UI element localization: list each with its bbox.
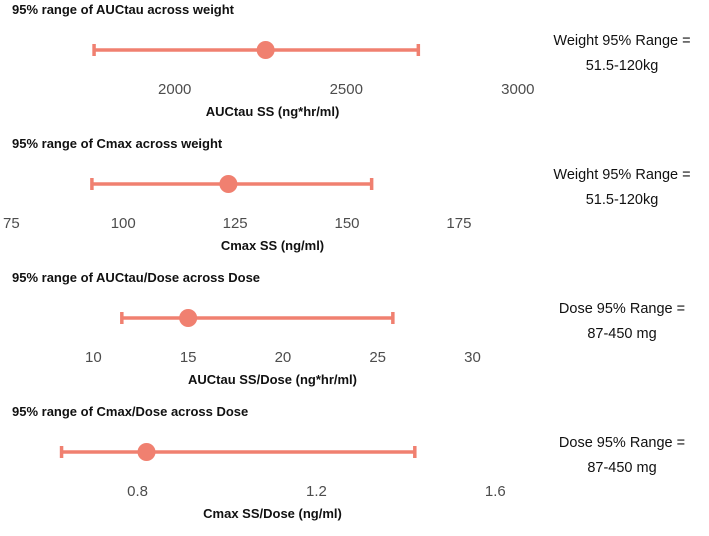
panel-1: 95% range of AUCtau across weight 2000 250… (12, 2, 691, 119)
panel-2: 95% range of Cmax across weight 75 100 125 1… (3, 136, 691, 253)
point-estimate (219, 175, 238, 193)
x-axis-label: AUCtau SS/Dose (ng*hr/ml) (188, 372, 357, 387)
panel-title: 95% range of AUCtau across weight (12, 2, 235, 17)
tick-label: 10 (85, 349, 102, 366)
tick-label: 125 (223, 215, 248, 232)
panel-title: 95% range of AUCtau/Dose across Dose (12, 270, 260, 285)
range-annotation-line1: Weight 95% Range = (553, 167, 690, 183)
x-axis-label: Cmax SS (ng/ml) (221, 238, 324, 253)
point-estimate (137, 443, 156, 461)
tick-label: 30 (464, 349, 481, 366)
x-axis-label: AUCtau SS (ng*hr/ml) (206, 104, 340, 119)
tick-label: 1.6 (485, 483, 506, 500)
tick-label: 2500 (330, 81, 363, 98)
range-annotation-line1: Dose 95% Range = (559, 301, 685, 317)
range-annotation-line1: Dose 95% Range = (559, 435, 685, 451)
range-annotation-line2: 51.5-120kg (586, 192, 659, 208)
tick-label: 75 (3, 215, 20, 232)
tick-label: 25 (369, 349, 386, 366)
range-annotation-line2: 87-450 mg (587, 326, 656, 342)
tick-label: 0.8 (127, 483, 148, 500)
range-annotation-line2: 87-450 mg (587, 460, 656, 476)
panel-4: 95% range of Cmax/Dose across Dose 0.8 1.2… (12, 404, 685, 521)
tick-label: 2000 (158, 81, 191, 98)
tick-label: 20 (275, 349, 292, 366)
tick-label: 150 (335, 215, 360, 232)
tick-label: 1.2 (306, 483, 327, 500)
range-annotation-line1: Weight 95% Range = (553, 33, 690, 49)
panel-3: 95% range of AUCtau/Dose across Dose 10 15… (12, 270, 685, 387)
point-estimate (179, 309, 198, 327)
tick-label: 15 (180, 349, 197, 366)
point-estimate (256, 41, 275, 59)
panel-title: 95% range of Cmax/Dose across Dose (12, 404, 248, 419)
tick-label: 3000 (501, 81, 534, 98)
tick-label: 100 (111, 215, 136, 232)
x-axis-label: Cmax SS/Dose (ng/ml) (203, 506, 342, 521)
tick-label: 175 (446, 215, 471, 232)
panel-title: 95% range of Cmax across weight (12, 136, 223, 151)
range-annotation-line2: 51.5-120kg (586, 58, 659, 74)
